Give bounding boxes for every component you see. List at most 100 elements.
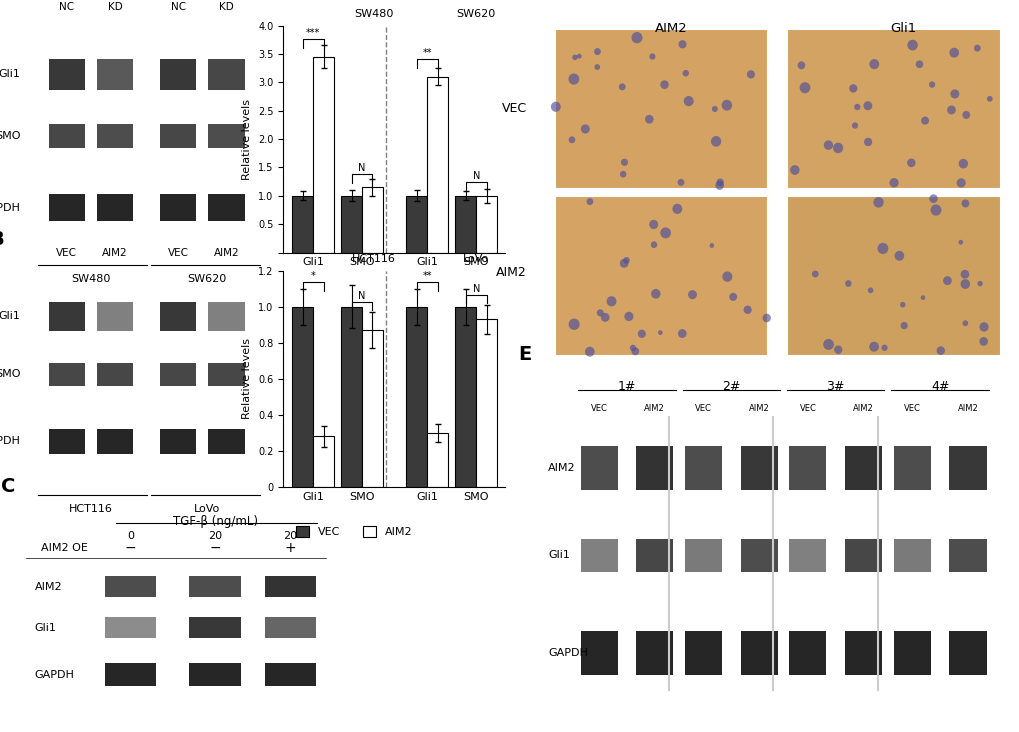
Bar: [789, 631, 825, 675]
Bar: [454, 307, 476, 487]
Legend: VEC, AIM2: VEC, AIM2: [291, 521, 417, 542]
Bar: [362, 187, 382, 253]
Text: N: N: [472, 284, 479, 294]
Text: SMO: SMO: [0, 131, 20, 141]
Ellipse shape: [743, 305, 751, 314]
Bar: [49, 363, 85, 386]
Bar: [190, 617, 240, 638]
Bar: [476, 319, 496, 487]
Bar: [190, 576, 240, 597]
Text: B: B: [0, 231, 4, 250]
Text: N: N: [358, 163, 366, 173]
Bar: [685, 539, 721, 572]
Text: Gli1: Gli1: [35, 623, 56, 632]
Ellipse shape: [958, 159, 967, 168]
Bar: [427, 77, 447, 253]
Text: 4#: 4#: [930, 381, 949, 393]
Bar: [97, 124, 133, 148]
Bar: [49, 59, 85, 90]
Bar: [636, 539, 673, 572]
Ellipse shape: [677, 179, 684, 186]
Bar: [340, 195, 362, 253]
Text: AIM2: AIM2: [35, 582, 62, 591]
Bar: [49, 302, 85, 331]
Bar: [789, 539, 825, 572]
Text: 20: 20: [283, 531, 298, 541]
Bar: [893, 631, 930, 675]
Bar: [580, 539, 618, 572]
Ellipse shape: [915, 61, 922, 68]
Bar: [893, 446, 930, 490]
Text: D: D: [518, 0, 534, 4]
Text: AIM2: AIM2: [102, 248, 127, 258]
Bar: [740, 631, 776, 675]
Bar: [291, 195, 313, 253]
Text: −: −: [125, 541, 137, 555]
Ellipse shape: [709, 243, 713, 248]
Ellipse shape: [822, 339, 834, 350]
Text: VEC: VEC: [694, 404, 711, 413]
Ellipse shape: [631, 32, 642, 43]
Legend: NC, KD: NC, KD: [300, 277, 408, 297]
Text: AIM2: AIM2: [644, 404, 664, 413]
Ellipse shape: [961, 111, 969, 119]
Text: GAPDH: GAPDH: [35, 670, 74, 680]
Ellipse shape: [648, 220, 657, 229]
Ellipse shape: [978, 322, 987, 332]
Ellipse shape: [851, 122, 857, 129]
Ellipse shape: [797, 61, 804, 70]
Bar: [844, 539, 881, 572]
Y-axis label: Relative levels: Relative levels: [243, 99, 252, 179]
Bar: [787, 195, 1000, 356]
Ellipse shape: [629, 345, 636, 351]
Bar: [208, 195, 245, 220]
Bar: [949, 631, 985, 675]
Bar: [740, 539, 776, 572]
Ellipse shape: [943, 276, 951, 285]
Text: 3#: 3#: [825, 381, 844, 393]
Ellipse shape: [650, 242, 656, 248]
Ellipse shape: [986, 96, 991, 102]
Ellipse shape: [920, 295, 924, 300]
Text: A: A: [0, 0, 4, 3]
Text: GAPDH: GAPDH: [0, 436, 20, 447]
Ellipse shape: [867, 288, 872, 294]
Bar: [340, 307, 362, 487]
Ellipse shape: [907, 40, 917, 51]
Text: AIM2: AIM2: [654, 22, 687, 35]
Bar: [580, 446, 618, 490]
Bar: [97, 363, 133, 386]
Text: KD: KD: [108, 2, 122, 12]
Bar: [160, 429, 196, 454]
Text: AIM2: AIM2: [496, 266, 527, 279]
Bar: [789, 446, 825, 490]
Text: VEC: VEC: [903, 404, 920, 413]
Ellipse shape: [620, 171, 626, 178]
Bar: [740, 446, 776, 490]
Ellipse shape: [631, 347, 639, 355]
Bar: [265, 663, 316, 686]
Text: 1#: 1#: [618, 381, 636, 393]
Text: Gli1: Gli1: [0, 311, 20, 321]
Text: AIM2: AIM2: [853, 404, 873, 413]
Text: GAPDH: GAPDH: [547, 648, 587, 658]
Text: **: **: [422, 48, 432, 58]
Text: GAPDH: GAPDH: [0, 203, 20, 212]
Ellipse shape: [762, 314, 770, 322]
Ellipse shape: [961, 199, 968, 207]
Ellipse shape: [637, 329, 645, 338]
Ellipse shape: [550, 102, 560, 112]
Text: SMO: SMO: [0, 370, 20, 379]
Bar: [208, 124, 245, 148]
Y-axis label: Relative levels: Relative levels: [243, 338, 252, 419]
Text: VEC: VEC: [590, 404, 607, 413]
Ellipse shape: [606, 296, 615, 307]
Text: NC: NC: [59, 2, 74, 12]
Bar: [427, 433, 447, 487]
Ellipse shape: [811, 271, 818, 277]
Ellipse shape: [659, 228, 671, 239]
Bar: [49, 124, 85, 148]
Text: VEC: VEC: [799, 404, 815, 413]
Ellipse shape: [746, 70, 754, 78]
Ellipse shape: [572, 54, 577, 60]
